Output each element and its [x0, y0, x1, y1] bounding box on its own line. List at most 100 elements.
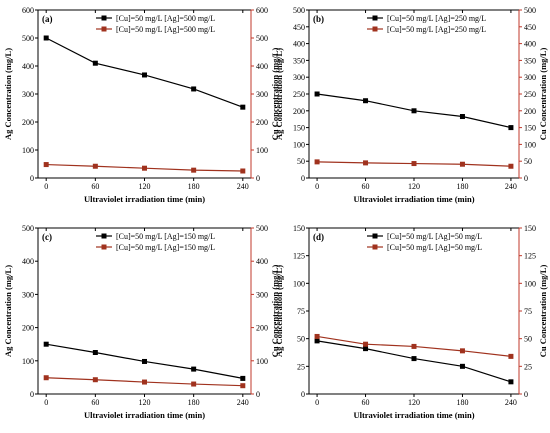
data-point: [314, 91, 320, 97]
y-tick-label-left: 0: [301, 390, 305, 399]
x-tick-label: 60: [91, 398, 99, 407]
y-tick-label-right: 200: [256, 324, 268, 333]
legend-marker: [372, 15, 378, 21]
y-tick-label-left: 600: [22, 6, 34, 15]
y-tick-label-left: 0: [301, 174, 305, 183]
data-point: [363, 341, 369, 347]
y-tick-label-left: 25: [297, 362, 305, 371]
plot-frame: [308, 9, 520, 179]
legend-entry: [Cu]=50 mg/L [Ag]=250 mg/L: [387, 25, 486, 34]
data-point: [363, 346, 369, 352]
x-axis-title: Ultraviolet irradiation time (min): [84, 410, 205, 420]
data-point: [240, 375, 246, 381]
data-point: [142, 379, 147, 385]
y-tick-label-right: 400: [524, 40, 536, 49]
y-tick-label-right: 0: [524, 174, 528, 183]
y-tick-label-right: 200: [256, 118, 268, 127]
x-tick-label: 180: [456, 398, 468, 407]
y-tick-label-left: 100: [293, 279, 305, 288]
y-tick-label-right: 400: [256, 257, 268, 266]
y-tick-label-left: 300: [293, 73, 305, 82]
y-axis-title-left: Ag Concentration (mg/L): [274, 48, 284, 140]
y-tick-label-right: 100: [524, 140, 536, 149]
x-tick-label: 0: [44, 398, 48, 407]
data-point: [508, 379, 514, 385]
data-point: [191, 86, 197, 92]
legend-marker: [372, 233, 378, 239]
data-point: [240, 168, 246, 174]
y-tick-label-left: 300: [22, 90, 34, 99]
y-tick-label-right: 100: [256, 146, 268, 155]
y-tick-label-left: 500: [22, 224, 34, 233]
plot-frame: [37, 227, 252, 395]
legend-entry: [Cu]=50 mg/L [Ag]=500 mg/L: [116, 14, 215, 23]
data-point: [459, 363, 465, 369]
panel-a: 0 60 120 180 240 0 100 200 300 400 500 600 0 100 200 30…: [3, 6, 280, 204]
x-tick-label: 240: [237, 398, 249, 407]
y-tick-label-left: 350: [293, 56, 305, 65]
plot-frame: [308, 227, 520, 395]
y-tick-label-left: 100: [22, 357, 34, 366]
data-point: [411, 161, 417, 167]
x-tick-label: 120: [139, 182, 151, 191]
y-tick-label-right: 125: [524, 252, 536, 261]
y-tick-label-right: 150: [524, 224, 536, 233]
y-tick-label-right: 0: [256, 390, 260, 399]
data-point: [142, 358, 147, 364]
x-tick-label: 60: [91, 182, 99, 191]
y-tick-label-right: 300: [524, 73, 536, 82]
data-point: [142, 72, 147, 78]
x-tick-label: 180: [456, 182, 468, 191]
panel-d: 0 60 120 180 240 0 25 50 75 100 125 150 0 25 50 75 100 12…: [274, 224, 548, 420]
panel-label: (a): [42, 14, 53, 24]
legend-marker: [101, 26, 107, 32]
x-tick-label: 180: [188, 182, 200, 191]
x-tick-label: 240: [505, 398, 517, 407]
legend-entry: [Cu]=50 mg/L [Ag]=50 mg/L: [387, 243, 482, 252]
data-point: [363, 98, 369, 104]
panel-label: (d): [313, 232, 324, 242]
data-point: [191, 167, 197, 173]
y-axis-title-right: Cu Concentration (mg/L): [270, 48, 280, 141]
y-tick-label-right: 75: [524, 307, 532, 316]
legend-marker: [372, 26, 378, 32]
legend-marker: [101, 244, 107, 250]
data-point: [314, 338, 320, 344]
y-tick-label-left: 250: [293, 90, 305, 99]
data-point: [508, 353, 514, 359]
legend-marker: [372, 244, 378, 250]
data-point: [92, 377, 98, 383]
y-tick-label-right: 600: [256, 6, 268, 15]
data-point: [43, 35, 49, 41]
data-point: [43, 162, 49, 168]
x-axis-title: Ultraviolet irradiation time (min): [84, 194, 205, 204]
y-tick-label-left: 150: [293, 224, 305, 233]
data-point: [240, 104, 246, 110]
y-tick-label-left: 400: [22, 257, 34, 266]
x-tick-label: 120: [408, 398, 420, 407]
y-tick-label-left: 0: [30, 174, 34, 183]
x-tick-label: 240: [505, 182, 517, 191]
y-axis-title-left: Ag Concentration (mg/L): [274, 265, 284, 357]
y-axis-title-right: Cu Concentration (mg/L): [270, 265, 280, 358]
legend-entry: [Cu]=50 mg/L [Ag]=150 mg/L: [116, 243, 215, 252]
y-tick-label-right: 250: [524, 90, 536, 99]
data-point: [314, 333, 320, 339]
data-point: [191, 381, 197, 387]
data-point: [459, 161, 465, 167]
y-tick-label-left: 500: [22, 34, 34, 43]
data-point: [92, 350, 98, 355]
x-tick-label: 0: [44, 182, 48, 191]
y-tick-label-right: 400: [256, 62, 268, 71]
x-tick-label: 120: [139, 398, 151, 407]
data-point: [459, 348, 465, 354]
panel-b: 0 60 120 180 240 0 50 100 150 200 250 300 350 400 450 5…: [274, 6, 548, 204]
y-tick-label-left: 200: [22, 118, 34, 127]
data-point: [92, 60, 98, 66]
y-tick-label-right: 25: [524, 362, 532, 371]
y-axis-title-right: Cu Concentration (mg/L): [538, 265, 548, 358]
y-tick-label-left: 100: [293, 140, 305, 149]
y-tick-label-left: 100: [22, 146, 34, 155]
